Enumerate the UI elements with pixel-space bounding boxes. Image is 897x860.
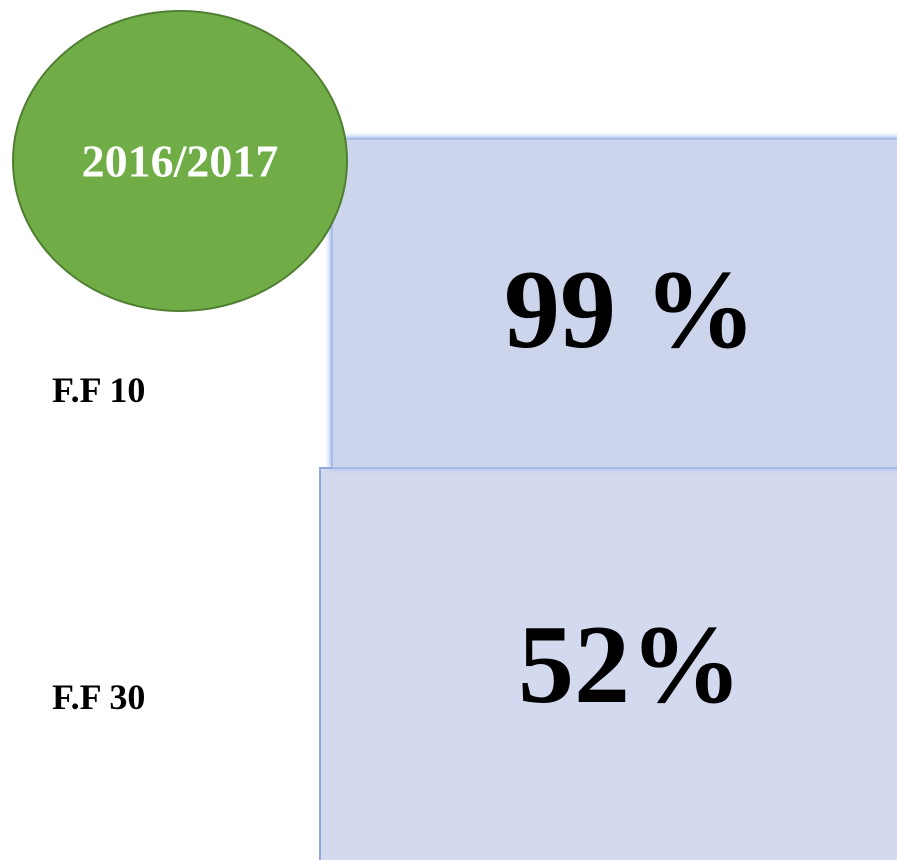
year-badge xyxy=(12,10,348,312)
year-label: 2016/2017 xyxy=(82,136,279,187)
row-value: 52% xyxy=(518,603,742,727)
bottom-panel xyxy=(319,467,897,860)
row-label: F.F 30 xyxy=(52,677,145,717)
row-value: 99 % xyxy=(504,248,756,372)
top-panel xyxy=(331,138,897,469)
row-label: F.F 10 xyxy=(52,370,145,410)
